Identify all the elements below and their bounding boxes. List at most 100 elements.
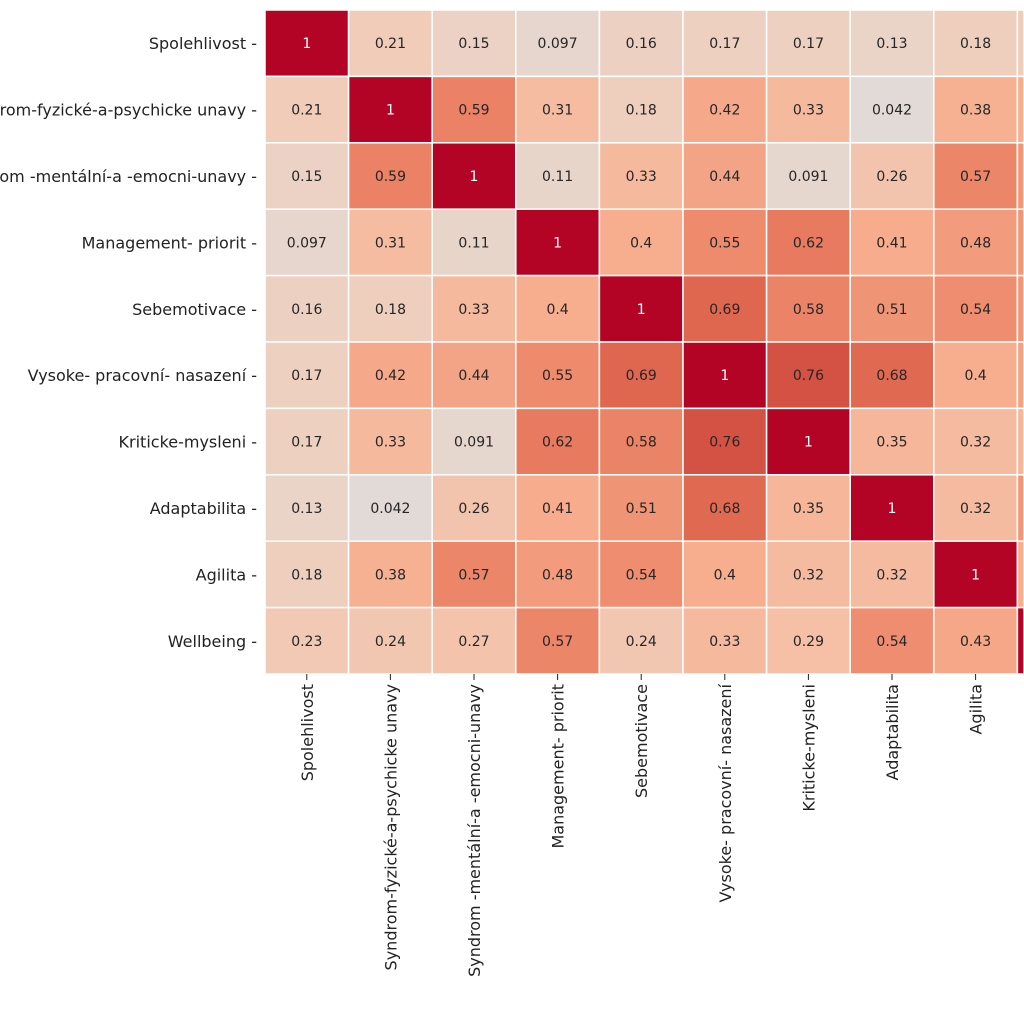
column-tick-label: Spolehlivost <box>298 684 317 781</box>
heatmap-cell <box>347 208 433 277</box>
cell-value-label: 0.33 <box>458 302 489 318</box>
heatmap-cell-clipped <box>1016 9 1024 78</box>
cell-value-label: 0.29 <box>793 634 824 650</box>
cell-value-label: 0.42 <box>375 368 406 384</box>
heatmap-cell <box>765 474 851 542</box>
row-tick-label: Adaptabilita - <box>150 499 257 518</box>
row-tick-label: Agilita - <box>196 565 257 584</box>
heatmap-cell <box>933 540 1019 609</box>
cell-value-label: 0.26 <box>458 501 489 517</box>
cell-value-label: 0.31 <box>375 235 406 251</box>
heatmap-cell <box>515 274 601 343</box>
heatmap-cell <box>515 540 601 609</box>
column-tick-label: Adaptabilita <box>883 684 902 780</box>
cell-value-label: 0.15 <box>458 36 489 52</box>
cell-value-label: 0.38 <box>375 567 406 583</box>
cell-value-label: 0.55 <box>709 235 740 251</box>
row-tick-label: Kriticke-mysleni - <box>119 433 257 452</box>
cell-value-label: 0.32 <box>793 567 824 583</box>
cell-value-label: 1 <box>302 36 311 52</box>
column-tick-label: Management- priorit <box>549 684 568 849</box>
cell-value-label: 1 <box>720 368 729 384</box>
cell-value-label: 0.48 <box>542 567 573 583</box>
heatmap-cell <box>765 606 851 675</box>
heatmap-cell <box>849 606 935 675</box>
cell-value-label: 0.18 <box>291 567 322 583</box>
cell-value-label: 0.17 <box>291 435 322 451</box>
cell-value-label: 0.58 <box>793 302 824 318</box>
cell-value-label: 0.18 <box>960 36 991 52</box>
cell-value-label: 1 <box>888 501 897 517</box>
cell-value-label: 0.33 <box>793 103 824 119</box>
cell-value-label: 0.091 <box>454 435 494 451</box>
heatmap-cell <box>515 474 601 542</box>
heatmap-cell <box>598 407 684 476</box>
cell-value-label: 0.54 <box>626 567 657 583</box>
heatmap-cell-clipped <box>1016 142 1024 210</box>
cell-value-label: 1 <box>553 235 562 251</box>
heatmap-cell <box>515 208 601 277</box>
row-tick-label: Syndrom-fyzické-a-psychicke unavy - <box>0 101 257 120</box>
heatmap-cell <box>682 341 768 410</box>
heatmap-cell <box>264 341 350 410</box>
heatmap-cell <box>431 274 517 343</box>
cell-value-label: 0.57 <box>542 634 573 650</box>
cell-value-label: 0.11 <box>542 169 573 185</box>
heatmap-cell <box>347 341 433 410</box>
heatmap-cell <box>682 606 768 675</box>
heatmap-cell-clipped <box>1016 341 1024 410</box>
column-tick-label: Kriticke-mysleni <box>799 684 818 812</box>
heatmap-cell <box>431 474 517 542</box>
cell-value-label: 0.13 <box>291 501 322 517</box>
heatmap-cell <box>264 540 350 609</box>
heatmap-cell <box>598 474 684 542</box>
heatmap-cell <box>933 208 1019 277</box>
cell-value-label: 0.35 <box>876 435 907 451</box>
cell-value-label: 0.41 <box>542 501 573 517</box>
heatmap-cell <box>431 606 517 675</box>
heatmap-cell <box>347 407 433 476</box>
heatmap-cell-clipped <box>1016 208 1024 277</box>
cell-value-label: 0.51 <box>626 501 657 517</box>
row-tick-label: Sebemotivace - <box>132 300 257 319</box>
heatmap-cell <box>264 9 350 78</box>
heatmap-cell <box>264 407 350 476</box>
row-tick-label: Vysoke- pracovní- nasazení - <box>28 366 257 385</box>
cell-value-label: 0.13 <box>876 36 907 52</box>
heatmap-cell <box>431 341 517 410</box>
heatmap-cell <box>682 9 768 78</box>
heatmap-cell <box>347 142 433 210</box>
cell-value-label: 0.33 <box>709 634 740 650</box>
cell-value-label: 0.17 <box>793 36 824 52</box>
cell-value-label: 0.32 <box>960 501 991 517</box>
cell-value-label: 0.042 <box>872 103 912 119</box>
heatmap-cell <box>264 274 350 343</box>
column-tick-labels: Spolehlivost Syndrom-fyzické-a-psychicke … <box>298 674 986 977</box>
row-tick-label: Spolehlivost - <box>149 34 257 53</box>
cell-value-label: 0.59 <box>375 169 406 185</box>
cell-value-label: 0.18 <box>375 302 406 318</box>
heatmap-cell <box>431 75 517 144</box>
cell-value-label: 0.54 <box>960 302 991 318</box>
heatmap-cell <box>765 540 851 609</box>
cell-value-label: 0.69 <box>709 302 740 318</box>
cell-value-label: 0.21 <box>291 103 322 119</box>
cell-value-label: 0.15 <box>291 169 322 185</box>
cell-value-label: 0.16 <box>291 302 322 318</box>
heatmap-cell <box>933 274 1019 343</box>
heatmap-cell <box>682 274 768 343</box>
heatmap-cells: 1 0.21 0.15 0.097 0.16 0.17 0.17 0.13 0.18 0.21 1 0… <box>264 9 1024 675</box>
cell-value-label: 0.38 <box>960 103 991 119</box>
heatmap-cell <box>682 540 768 609</box>
cell-value-label: 0.097 <box>287 235 327 251</box>
heatmap-cell <box>933 75 1019 144</box>
cell-value-label: 1 <box>637 302 646 318</box>
row-tick-label: Syndrom -mentální-a -emocni-unavy - <box>0 167 257 186</box>
cell-value-label: 0.16 <box>626 36 657 52</box>
heatmap-cell-clipped <box>1016 474 1024 542</box>
heatmap-cell-clipped <box>1016 540 1024 609</box>
heatmap-cell-clipped <box>1016 407 1024 476</box>
cell-value-label: 0.48 <box>960 235 991 251</box>
heatmap-cell <box>431 142 517 210</box>
